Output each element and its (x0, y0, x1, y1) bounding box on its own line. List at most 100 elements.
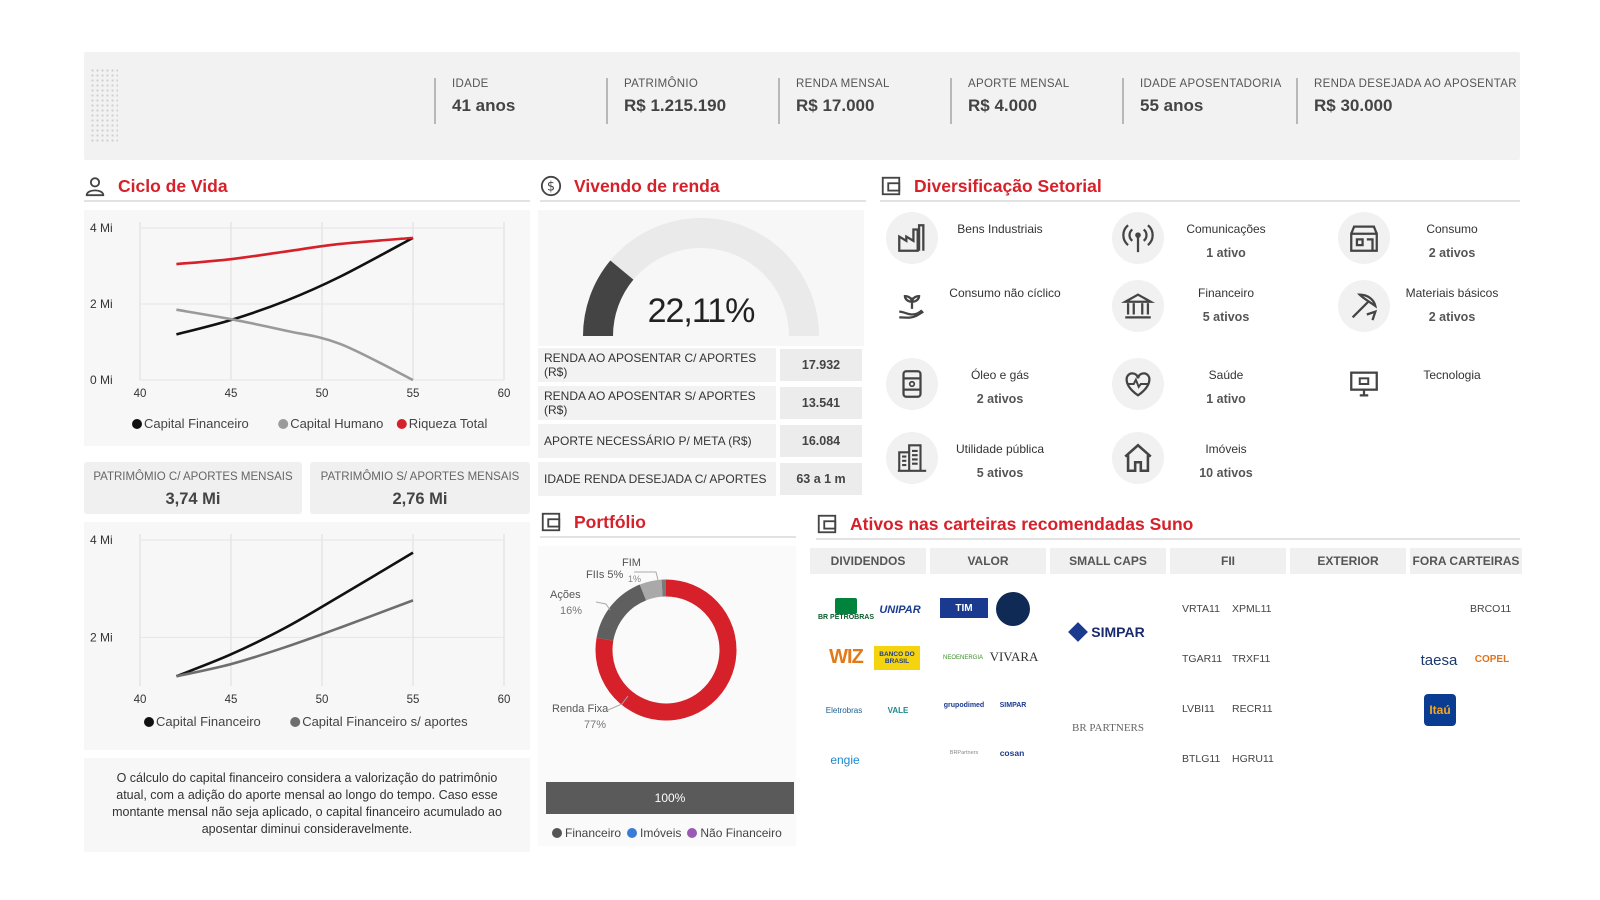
row-value: 13.541 (780, 387, 862, 419)
x-tick-label: 60 (498, 388, 511, 400)
fii-ticker: TRXF11 (1232, 653, 1271, 665)
bank-icon (1112, 280, 1164, 332)
logo-text: NEOENERGIA (942, 655, 983, 661)
x-tick-label: 40 (134, 694, 147, 706)
sector-consumo: Consumo 2 ativos (1392, 222, 1512, 260)
patrimonio-sem-aportes-box: PATRIMÔMIO S/ APORTES MENSAIS 2,76 Mi (310, 462, 530, 514)
label-fim: FIM (622, 557, 641, 569)
series-line (176, 236, 414, 336)
box-label: PATRIMÔMIO C/ APORTES MENSAIS (93, 471, 293, 483)
donut-slice (595, 579, 737, 721)
plant-hand-icon (886, 280, 938, 332)
copel-logo: COPEL (1468, 650, 1516, 668)
logo-text: VIVARA (989, 649, 1039, 664)
kpi-idade: IDADE 41 anos (434, 78, 515, 124)
legend-label: Capital Humano (290, 416, 383, 431)
legend-label: Capital Financeiro (156, 714, 261, 729)
legend-dot (132, 419, 142, 429)
logo-text: cosan (999, 748, 1025, 758)
ciclo-note: O cálculo do capital financeiro consider… (84, 758, 530, 852)
kpi-value: R$ 4.000 (968, 96, 1037, 115)
category-exterior[interactable]: EXTERIOR (1290, 548, 1406, 574)
ciclo-chart-1: 40 45 50 55 60 4 Mi 2 Mi 0 Mi Capital Financeiro… (90, 221, 511, 431)
vivendo-de-renda-header: $ Vivendo de renda (540, 172, 866, 202)
sector-name: Bens Industriais (957, 222, 1043, 236)
row-value: 17.932 (780, 349, 862, 381)
category-dividendos[interactable]: DIVIDENDOS (810, 548, 926, 574)
x-tick-label: 60 (498, 694, 511, 706)
kpi-label: RENDA DESEJADA AO APOSENTAR (1314, 78, 1517, 90)
kpi-label: APORTE MENSAL (968, 78, 1070, 90)
monitor-chip-icon (1338, 358, 1390, 410)
antenna-icon (1112, 212, 1164, 264)
renda-row-label: IDADE RENDA DESEJADA C/ APORTES (538, 462, 776, 496)
legend-dot (396, 419, 407, 429)
sector-count: 1 ativo (1206, 246, 1246, 260)
simpar-small-logo: SIMPAR (990, 698, 1036, 712)
logo-text: VALE (887, 705, 909, 715)
sector-name: Saúde (1208, 368, 1244, 382)
dollar-coin-icon: $ (540, 175, 562, 197)
legend-item: Não Financeiro (700, 826, 782, 840)
category-valor[interactable]: VALOR (930, 548, 1046, 574)
series-line (176, 599, 414, 678)
sector-consumo-nao-ciclico: Consumo não cíclico (930, 286, 1080, 300)
row-label: RENDA AO APOSENTAR C/ APORTES (R$) (544, 351, 757, 379)
kpi-value: R$ 1.215.190 (624, 96, 727, 115)
series-line (176, 236, 414, 266)
fii-ticker: BTLG11 (1182, 753, 1221, 765)
oil-barrel-icon (886, 358, 938, 410)
sector-name: Imóveis (1205, 442, 1247, 456)
row-value: 63 a 1 m (780, 463, 862, 495)
ativos-header: Ativos nas carteiras recomendadas Suno (816, 510, 1520, 540)
profile-header: IDADE 41 anos PATRIMÔNIO R$ 1.215.190 RE… (84, 52, 1520, 160)
legend-label: Capital Financeiro s/ aportes (302, 714, 468, 729)
legend-dot (278, 419, 289, 429)
grupodimed-logo: grupodimed (940, 698, 988, 712)
vale-logo: VALE (876, 700, 920, 720)
category-fora-carteiras[interactable]: FORA CARTEIRAS (1410, 548, 1522, 574)
pct-fim: 1% (628, 574, 641, 584)
x-tick-label: 40 (134, 388, 147, 400)
sector-financeiro: Financeiro 5 ativos (1166, 286, 1286, 324)
sector-count: 5 ativos (1202, 310, 1250, 324)
box-value: 3,74 Mi (165, 490, 221, 508)
logo-text: COPEL (1474, 653, 1510, 665)
category-fii[interactable]: FII (1170, 548, 1286, 574)
legend-dot (290, 717, 301, 727)
gauge-panel: 22,11% (538, 210, 864, 346)
factory-icon (886, 212, 938, 264)
sector-name: Comunicações (1186, 222, 1266, 236)
series-line (175, 551, 414, 678)
portfolio-legend: Financeiro Imóveis Não Financeiro (552, 826, 782, 840)
sector-count: 2 ativos (1428, 310, 1476, 324)
renda-gauge (583, 218, 819, 336)
cosan-logo: cosan (990, 746, 1034, 760)
sector-count: 5 ativos (976, 466, 1024, 480)
banco-do-brasil-logo: BANCO DO BRASIL (874, 646, 920, 670)
kpi-value: R$ 17.000 (796, 96, 875, 115)
y-tick-label: 2 Mi (90, 630, 113, 644)
diversificacao-header: Diversificação Setorial (880, 172, 1520, 202)
fora-ticker: BRCO11 (1470, 603, 1512, 615)
box-value: 2,76 Mi (392, 490, 448, 508)
renda-row-label: RENDA AO APOSENTAR S/ APORTES (R$) (538, 386, 776, 420)
section-title: Ativos nas carteiras recomendadas Suno (850, 513, 1194, 534)
logo-text: BR PARTNERS (1072, 722, 1144, 734)
gauge-value: 22,11% (647, 292, 756, 330)
petrobras-logo: BR PETROBRAS (818, 594, 874, 624)
logo-text: BANCO DO BRASIL (879, 651, 915, 665)
vivara-logo: VIVARA (989, 648, 1039, 666)
category-small-caps[interactable]: SMALL CAPS (1050, 548, 1166, 574)
fii-ticker: LVBI11 (1182, 703, 1215, 715)
legend-dot (144, 717, 154, 727)
sector-name: Financeiro (1197, 286, 1255, 300)
box-label: PATRIMÔMIO S/ APORTES MENSAIS (320, 471, 520, 483)
kpi-value: 41 anos (452, 96, 516, 115)
br-partners-logo: BR PARTNERS (1060, 718, 1156, 738)
ativos-categories: DIVIDENDOS VALOR SMALL CAPS FII EXTERIOR… (810, 548, 1522, 576)
svg-text:$: $ (547, 180, 555, 195)
sector-count: 2 ativos (976, 392, 1024, 406)
kpi-aporte-mensal: APORTE MENSAL R$ 4.000 (950, 78, 1069, 124)
note-text: O cálculo do capital financeiro consider… (112, 771, 502, 836)
